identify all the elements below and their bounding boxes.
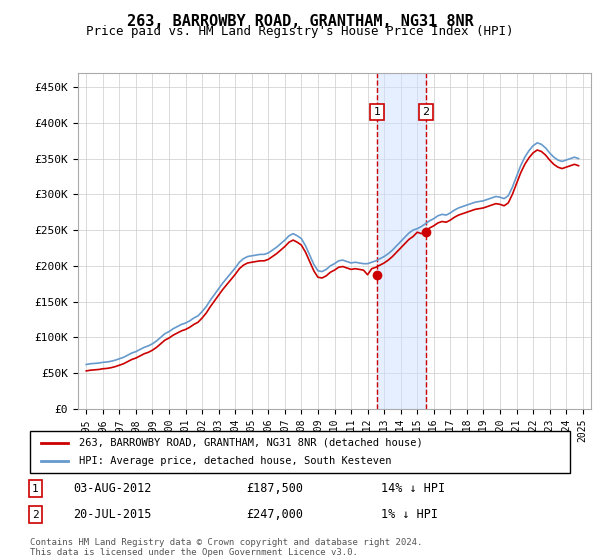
Text: £247,000: £247,000: [246, 508, 303, 521]
Text: 1: 1: [32, 484, 39, 493]
Text: 20-JUL-2015: 20-JUL-2015: [73, 508, 152, 521]
Text: 263, BARROWBY ROAD, GRANTHAM, NG31 8NR (detached house): 263, BARROWBY ROAD, GRANTHAM, NG31 8NR (…: [79, 438, 422, 448]
Bar: [377, 73, 426, 409]
Text: 03-AUG-2012: 03-AUG-2012: [73, 482, 152, 495]
FancyBboxPatch shape: [30, 431, 570, 473]
Text: 263, BARROWBY ROAD, GRANTHAM, NG31 8NR: 263, BARROWBY ROAD, GRANTHAM, NG31 8NR: [127, 14, 473, 29]
Text: 1: 1: [374, 107, 380, 117]
Text: Contains HM Land Registry data © Crown copyright and database right 2024.
This d: Contains HM Land Registry data © Crown c…: [30, 538, 422, 557]
Text: 14% ↓ HPI: 14% ↓ HPI: [381, 482, 445, 495]
Text: 2: 2: [32, 510, 39, 520]
Text: 2: 2: [422, 107, 430, 117]
Text: £187,500: £187,500: [246, 482, 303, 495]
Text: Price paid vs. HM Land Registry's House Price Index (HPI): Price paid vs. HM Land Registry's House …: [86, 25, 514, 38]
Text: 1% ↓ HPI: 1% ↓ HPI: [381, 508, 438, 521]
Text: HPI: Average price, detached house, South Kesteven: HPI: Average price, detached house, Sout…: [79, 456, 391, 466]
